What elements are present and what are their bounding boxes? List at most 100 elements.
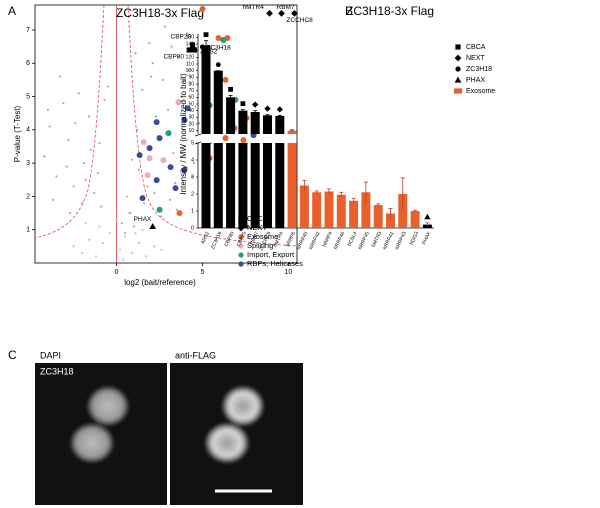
point — [88, 238, 91, 241]
bar — [213, 143, 223, 228]
point — [266, 9, 273, 17]
point — [172, 185, 179, 192]
point — [163, 25, 166, 28]
x-tick-label: hRRP46 — [333, 231, 347, 251]
legend-marker — [455, 66, 461, 72]
bar — [263, 143, 272, 228]
point — [103, 98, 106, 101]
y-tick-label: 4 — [26, 127, 30, 134]
group-marker — [228, 86, 233, 92]
x-tick-label: hRRP6 — [285, 231, 297, 248]
channel-label: DAPI — [40, 350, 61, 360]
point — [155, 115, 158, 118]
point — [149, 223, 157, 229]
x-tick-label: hRRP4 — [322, 231, 334, 248]
y-tick-label: 40 — [188, 108, 194, 114]
point — [240, 137, 247, 144]
point — [161, 78, 165, 82]
y-tick-label: 4 — [191, 157, 194, 163]
legend-marker — [238, 243, 244, 249]
channel-label: anti-FLAG — [175, 350, 216, 360]
bar — [410, 211, 420, 228]
point — [67, 138, 70, 141]
point — [156, 135, 163, 142]
point — [186, 47, 193, 53]
y-tick-label: 140 — [186, 41, 195, 47]
point — [129, 211, 132, 215]
point — [153, 119, 160, 126]
point — [81, 251, 84, 255]
point — [46, 108, 49, 111]
x-tick-label: 0 — [115, 269, 119, 276]
point — [43, 155, 46, 158]
y-tick-label: 60 — [188, 95, 194, 101]
group-marker — [203, 32, 209, 38]
point — [141, 228, 144, 231]
x-tick-label: 5 — [201, 269, 205, 276]
point — [136, 128, 139, 131]
legend-label: CBCA — [466, 44, 486, 51]
x-tick-label: hCSL4 — [347, 231, 359, 248]
x-tick-label: RBM7 — [249, 231, 260, 246]
y-tick-label: 80 — [188, 81, 194, 87]
legend-label: Exosome — [466, 88, 495, 95]
bar — [373, 205, 383, 228]
point — [65, 165, 68, 168]
legend-marker — [453, 88, 463, 94]
point — [118, 248, 122, 251]
point — [184, 105, 191, 112]
y-tick-label: 6 — [26, 60, 30, 67]
point — [94, 255, 98, 258]
bar — [226, 97, 236, 134]
legend-label: Import, Export — [247, 250, 295, 259]
bar — [201, 45, 211, 135]
y-tick-label: 7 — [26, 27, 30, 34]
bar — [238, 143, 248, 228]
cell-line-label: ZC3H18 — [40, 366, 74, 376]
point-label: ZCCHC8 — [286, 17, 313, 24]
y-tick-label: 150 — [186, 35, 195, 41]
point — [194, 105, 197, 108]
point — [58, 75, 62, 78]
y-tick-label: 30 — [188, 115, 194, 121]
point — [177, 55, 180, 58]
legend-marker — [238, 234, 244, 240]
threshold-curve — [34, 4, 105, 239]
y-tick-label: 120 — [186, 55, 195, 61]
point-label: CBP80 — [163, 54, 184, 61]
point — [153, 191, 156, 195]
y-axis-label: P-value (T-Test) — [13, 105, 22, 162]
y-tick-label: 1 — [26, 227, 30, 234]
point — [137, 241, 141, 245]
y-tick-label: 0 — [191, 225, 194, 231]
bar — [275, 116, 285, 134]
point — [108, 231, 111, 235]
point — [136, 152, 143, 159]
bar — [263, 115, 272, 134]
y-tick-label: 5 — [26, 93, 30, 100]
x-tick-label: hRRP43 — [394, 231, 408, 251]
point — [182, 98, 185, 101]
point — [146, 155, 153, 162]
point-label: RBM7 — [277, 4, 295, 11]
x-tick-label: hRRP42 — [308, 231, 322, 251]
point — [153, 245, 156, 248]
x-tick-label: ARS2 — [200, 231, 211, 246]
group-marker — [252, 101, 259, 108]
point — [62, 102, 65, 105]
bar — [386, 213, 395, 228]
point — [134, 231, 137, 235]
point — [148, 42, 151, 45]
chart-title: ZC3H18-3x Flag — [346, 4, 434, 18]
point — [100, 205, 103, 208]
point — [191, 47, 198, 53]
bar — [287, 130, 297, 134]
point — [181, 117, 188, 124]
point — [222, 76, 229, 83]
point — [291, 9, 298, 17]
point — [132, 225, 135, 228]
y-tick-label: 3 — [26, 160, 30, 167]
legend-marker — [455, 44, 461, 50]
point — [55, 175, 58, 178]
